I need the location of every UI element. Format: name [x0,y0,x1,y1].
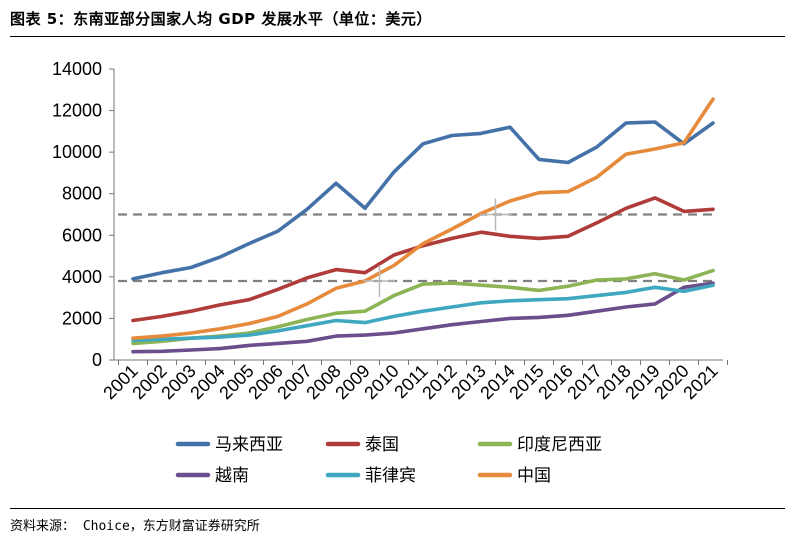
y-tick-label: 12000 [52,101,102,121]
series-line [131,281,715,354]
series-line [131,196,715,323]
y-tick-label: 4000 [62,267,102,287]
figure-title: 图表 5：东南亚部分国家人均 GDP 发展水平（单位：美元） [10,10,432,28]
series-line [131,283,715,343]
title-rule [10,36,785,37]
annotation-markers [363,198,512,298]
y-tick-label: 14000 [52,59,102,79]
legend-label: 马来西亚 [215,435,283,455]
legend-label: 泰国 [365,435,399,455]
x-tick-label: 2021 [679,361,721,403]
series-line [131,120,715,281]
y-tick-label: 0 [92,350,102,370]
source-rule [10,508,785,509]
source-note: 资料来源： Choice，东方财富证券研究所 [10,519,260,534]
y-tick-label: 2000 [62,308,102,328]
legend-label: 中国 [517,466,551,486]
legend-label: 越南 [215,466,249,486]
y-tick-label: 10000 [52,142,102,162]
series-lines [131,97,715,354]
legend-label: 菲律宾 [365,466,416,486]
y-tick-label: 8000 [62,184,102,204]
legend-label: 印度尼西亚 [517,435,602,455]
y-tick-label: 6000 [62,225,102,245]
series-line [131,97,715,341]
